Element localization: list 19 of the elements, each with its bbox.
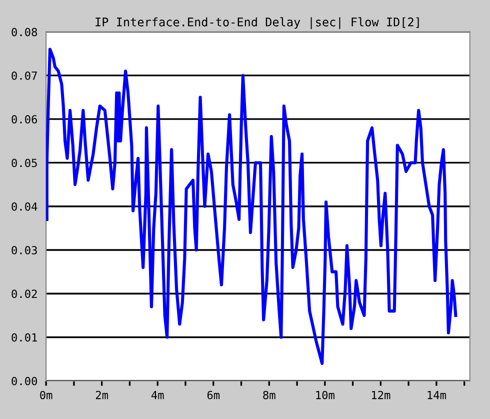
y-tick-label: 0.00 [12,376,38,386]
x-tick-label: 4m [151,390,164,400]
y-tick-label: 0.05 [12,158,37,168]
x-tick-label: 14m [428,390,446,400]
y-tick-label: 0.07 [12,71,37,80]
x-tick-label: 6m [207,390,220,400]
chart-title: IP Interface.End-to-End Delay |sec| Flow ID[2] [96,17,419,30]
line-series [46,48,458,365]
y-tick-label: 0.01 [12,333,37,342]
x-tick-label: 10m [316,390,334,400]
y-tick-label: 0.03 [12,246,37,254]
y-tick-label: 0.08 [12,28,38,36]
y-tick-label: 0.04 [12,202,38,211]
y-tick-label: 0.02 [12,290,37,298]
x-tick-label: 12m [372,390,390,400]
x-tick-label: 8m [263,390,276,400]
x-tick-label: 2m [96,390,108,400]
x-tick-label: 0m [40,390,52,400]
y-tick-label: 0.06 [12,115,38,124]
